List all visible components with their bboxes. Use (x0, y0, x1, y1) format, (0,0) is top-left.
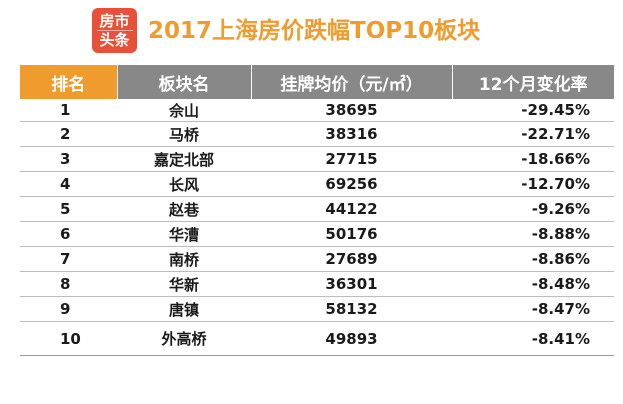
price-cell: 44122 (251, 196, 452, 222)
header-rank: 排名 (20, 65, 118, 99)
price-cell: 49893 (251, 321, 452, 356)
change-cell: -8.47% (452, 296, 614, 322)
change-cell: -22.71% (452, 121, 614, 147)
area-name-cell: 南桥 (117, 246, 251, 272)
rank-cell: 3 (20, 146, 117, 172)
area-name-cell: 佘山 (117, 99, 251, 122)
change-cell: -8.41% (452, 321, 614, 356)
rank-cell: 5 (20, 196, 117, 222)
price-cell: 27689 (251, 246, 452, 272)
change-cell: -12.70% (452, 171, 614, 197)
logo-text-line2: 头条 (96, 30, 133, 49)
area-name-cell: 唐镇 (117, 296, 251, 322)
header-listing-price: 挂牌均价（元/㎡） (251, 65, 453, 99)
change-cell: -9.26% (452, 196, 614, 222)
price-cell: 38316 (251, 121, 452, 147)
header-change-rate: 12个月变化率 (452, 65, 614, 99)
table-row: 7 南桥 27689 -8.86% (20, 246, 614, 272)
rank-cell: 7 (20, 246, 117, 272)
brand-logo: 房市 头条 (92, 8, 137, 53)
price-cell: 69256 (251, 171, 452, 197)
table-row: 4 长风 69256 -12.70% (20, 171, 614, 197)
table-row: 2 马桥 38316 -22.71% (20, 121, 614, 147)
area-name-cell: 外高桥 (117, 321, 251, 356)
table-header-row: 排名 板块名 挂牌均价（元/㎡） 12个月变化率 (20, 65, 614, 99)
rank-cell: 4 (20, 171, 117, 197)
rank-cell: 2 (20, 121, 117, 147)
rank-cell: 8 (20, 271, 117, 297)
table-row: 5 赵巷 44122 -9.26% (20, 196, 614, 222)
area-name-cell: 华新 (117, 271, 251, 297)
area-name-cell: 马桥 (117, 121, 251, 147)
logo-text-line1: 房市 (99, 12, 130, 30)
area-name-cell: 华漕 (117, 221, 251, 247)
table-row: 8 华新 36301 -8.48% (20, 271, 614, 297)
price-cell: 58132 (251, 296, 452, 322)
change-cell: -18.66% (452, 146, 614, 172)
rank-cell: 6 (20, 221, 117, 247)
area-name-cell: 长风 (117, 171, 251, 197)
change-cell: -8.88% (452, 221, 614, 247)
table-row: 6 华漕 50176 -8.88% (20, 221, 614, 247)
table-row: 1 佘山 38695 -29.45% (20, 99, 614, 122)
table-row: 3 嘉定北部 27715 -18.66% (20, 146, 614, 172)
rank-cell: 9 (20, 296, 117, 322)
price-cell: 38695 (251, 99, 452, 122)
area-name-cell: 赵巷 (117, 196, 251, 222)
table-row: 10 外高桥 49893 -8.41% (20, 321, 614, 356)
change-cell: -8.86% (452, 246, 614, 272)
rank-cell: 10 (20, 321, 117, 356)
table-row: 9 唐镇 58132 -8.47% (20, 296, 614, 322)
page-header: 房市 头条 2017上海房价跌幅TOP10板块 (0, 0, 623, 62)
change-cell: -8.48% (452, 271, 614, 297)
area-name-cell: 嘉定北部 (117, 146, 251, 172)
page-title: 2017上海房价跌幅TOP10板块 (148, 18, 481, 44)
price-cell: 50176 (251, 221, 452, 247)
rank-cell: 1 (20, 99, 117, 122)
price-cell: 27715 (251, 146, 452, 172)
change-cell: -29.45% (452, 99, 614, 122)
header-area-name: 板块名 (117, 65, 252, 99)
price-cell: 36301 (251, 271, 452, 297)
ranking-table: 排名 板块名 挂牌均价（元/㎡） 12个月变化率 1 佘山 38695 -29.… (20, 65, 614, 356)
